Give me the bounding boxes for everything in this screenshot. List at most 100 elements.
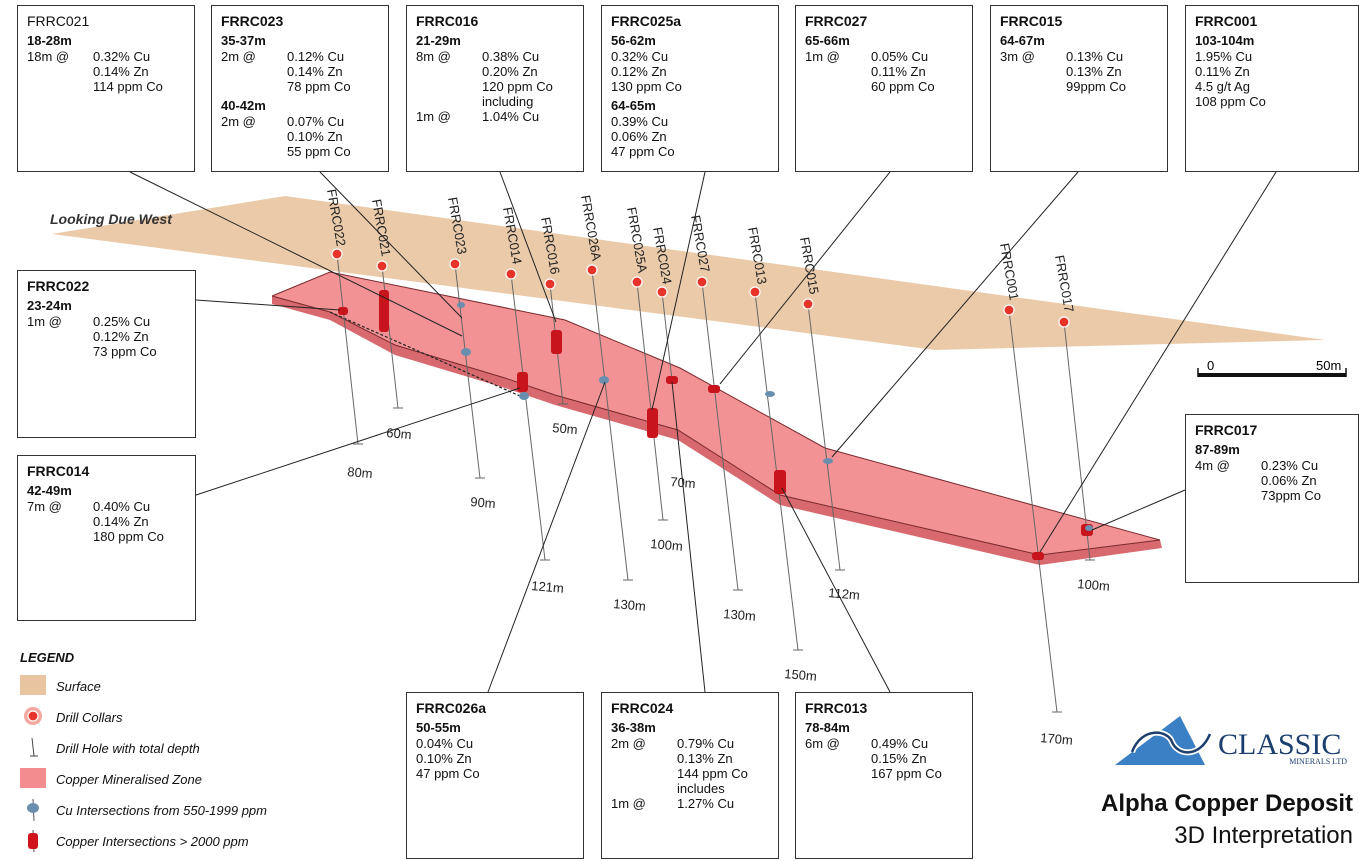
legend-title: LEGEND bbox=[20, 650, 75, 665]
assay-value: 0.12% Zn bbox=[93, 329, 149, 344]
assay-value: 47 ppm Co bbox=[611, 144, 675, 159]
surface-plane bbox=[52, 196, 1325, 350]
assay-value: 0.14% Zn bbox=[93, 64, 149, 79]
callout-assay-row: 2m @ 0.07% Cu bbox=[221, 114, 379, 129]
callout-hole-id: FRRC026a bbox=[416, 700, 487, 716]
cu-low-intersections bbox=[457, 302, 1093, 531]
assay-length bbox=[805, 64, 871, 79]
assay-length bbox=[1195, 473, 1261, 488]
assay-length bbox=[416, 79, 482, 94]
assay-length bbox=[27, 344, 93, 359]
assay-value: 0.23% Cu bbox=[1261, 458, 1319, 473]
callout-assay-row: 55 ppm Co bbox=[221, 144, 379, 159]
assay-value: 0.79% Cu bbox=[677, 736, 735, 751]
scale-end: 50m bbox=[1316, 358, 1341, 373]
assay-length bbox=[27, 329, 93, 344]
callout-frrc022: FRRC022 23-24m 1m @ 0.25% Cu 0.12% Zn 73 ppm … bbox=[17, 270, 196, 438]
assay-value: 55 ppm Co bbox=[287, 144, 351, 159]
callout-assay-row: 0.11% Zn bbox=[805, 64, 963, 79]
callout-assay-row: 47 ppm Co bbox=[416, 766, 574, 781]
logo-sub: MINERALS LTD bbox=[1289, 757, 1347, 766]
callout-interval: 23-24m bbox=[27, 298, 72, 313]
assay-value: 0.07% Cu bbox=[287, 114, 345, 129]
assay-value: 0.32% Cu bbox=[611, 49, 669, 64]
assay-value: 73ppm Co bbox=[1261, 488, 1321, 503]
callout-assay-row: 0.12% Zn bbox=[611, 64, 769, 79]
callout-hole-id: FRRC001 bbox=[1195, 13, 1258, 29]
callout-hole-id: FRRC016 bbox=[416, 13, 479, 29]
callout-assay-row: 0.13% Zn bbox=[611, 751, 769, 766]
assay-length bbox=[805, 751, 871, 766]
callout-interval: 64-67m bbox=[1000, 33, 1045, 48]
depth-label: 150m bbox=[784, 666, 818, 684]
callout-assay-row: 144 ppm Co bbox=[611, 766, 769, 781]
page-subtitle: 3D Interpretation bbox=[1174, 822, 1353, 849]
callout-assay-row: 1.95% Cu bbox=[1195, 49, 1349, 64]
callout-assay-row: 120 ppm Co bbox=[416, 79, 574, 94]
callout-assay-row: 73ppm Co bbox=[1195, 488, 1349, 503]
legend-item-surface: Surface bbox=[20, 675, 360, 706]
assay-value: 167 ppm Co bbox=[871, 766, 942, 781]
depth-label: 112m bbox=[828, 585, 861, 603]
depth-label: 70m bbox=[670, 474, 697, 491]
page-title: Alpha Copper Deposit bbox=[1100, 790, 1353, 817]
callout-assay-row: 78 ppm Co bbox=[221, 79, 379, 94]
depth-label: 90m bbox=[470, 494, 497, 511]
assay-length: 1m @ bbox=[416, 109, 451, 124]
callout-interval: 64-65m bbox=[611, 98, 656, 113]
callout-assay-row: 0.04% Cu bbox=[416, 736, 574, 751]
assay-length: 7m @ bbox=[27, 499, 62, 514]
callout-assay-row: 47 ppm Co bbox=[611, 144, 769, 159]
callout-interval: 35-37m bbox=[221, 33, 266, 48]
assay-value: 0.10% Zn bbox=[416, 751, 472, 766]
callout-frrc025a: FRRC025a 56-62m 0.32% Cu 0.12% Zn 130 ppm Co… bbox=[601, 5, 779, 172]
assay-value: 78 ppm Co bbox=[287, 79, 351, 94]
callout-assay-row: 1m @ 0.05% Cu bbox=[805, 49, 963, 64]
assay-value: 0.13% Zn bbox=[1066, 64, 1122, 79]
assay-value: 0.25% Cu bbox=[93, 314, 151, 329]
assay-length bbox=[27, 529, 93, 544]
assay-value: 0.20% Zn bbox=[482, 64, 538, 79]
assay-value: 0.10% Zn bbox=[287, 129, 343, 144]
assay-length bbox=[1195, 488, 1261, 503]
assay-length bbox=[221, 129, 287, 144]
assay-length bbox=[221, 79, 287, 94]
callout-assay-row: 4.5 g/t Ag bbox=[1195, 79, 1349, 94]
depth-label: 170m bbox=[1040, 730, 1074, 748]
callout-assay-row: 130 ppm Co bbox=[611, 79, 769, 94]
legend-item-zone: Copper Mineralised Zone bbox=[20, 768, 360, 799]
legend: LEGEND Surface Drill Collars Drill Hole … bbox=[20, 650, 360, 861]
assay-length bbox=[221, 64, 287, 79]
callout-frrc021: FRRC021 18-28m 18m @ 0.32% Cu 0.14% Zn 114 pp… bbox=[17, 5, 195, 172]
assay-value: 0.11% Zn bbox=[1195, 64, 1250, 79]
assay-value: 108 ppm Co bbox=[1195, 94, 1266, 109]
callout-assay-row: 0.12% Zn bbox=[27, 329, 186, 344]
depth-label: 130m bbox=[613, 596, 647, 614]
callout-hole-id: FRRC024 bbox=[611, 700, 674, 716]
callout-frrc016: FRRC016 21-29m 8m @ 0.38% Cu 0.20% Zn 120 ppm… bbox=[406, 5, 584, 172]
callout-hole-id: FRRC025a bbox=[611, 13, 682, 29]
depth-label: 130m bbox=[723, 606, 757, 624]
assay-value: 114 ppm Co bbox=[93, 79, 163, 94]
assay-length: 8m @ bbox=[416, 49, 451, 64]
assay-value: 99ppm Co bbox=[1066, 79, 1126, 94]
assay-value: 47 ppm Co bbox=[416, 766, 480, 781]
callout-assay-row: 3m @ 0.13% Cu bbox=[1000, 49, 1158, 64]
assay-value: 0.06% Zn bbox=[1261, 473, 1317, 488]
logo-name: CLASSIC bbox=[1218, 728, 1341, 761]
callout-assay-row: 7m @ 0.40% Cu bbox=[27, 499, 186, 514]
assay-length bbox=[27, 64, 93, 79]
assay-value: 0.04% Cu bbox=[416, 736, 474, 751]
callout-frrc001: FRRC001 103-104m 1.95% Cu 0.11% Zn 4.5 g/t A… bbox=[1185, 5, 1359, 172]
callout-assay-row: 99ppm Co bbox=[1000, 79, 1158, 94]
assay-length bbox=[611, 751, 677, 766]
callout-hole-id: FRRC013 bbox=[805, 700, 868, 716]
callout-hole-id: FRRC017 bbox=[1195, 422, 1258, 438]
callout-frrc014: FRRC014 42-49m 7m @ 0.40% Cu 0.14% Zn 180 ppm… bbox=[17, 455, 196, 621]
callout-interval: 56-62m bbox=[611, 33, 656, 48]
callout-hole-id: FRRC015 bbox=[1000, 13, 1063, 29]
callout-assay-row: 167 ppm Co bbox=[805, 766, 963, 781]
callout-assay-row: 1m @ 1.27% Cu bbox=[611, 796, 769, 811]
assay-length: 1m @ bbox=[805, 49, 840, 64]
depth-label: 60m bbox=[386, 425, 413, 442]
